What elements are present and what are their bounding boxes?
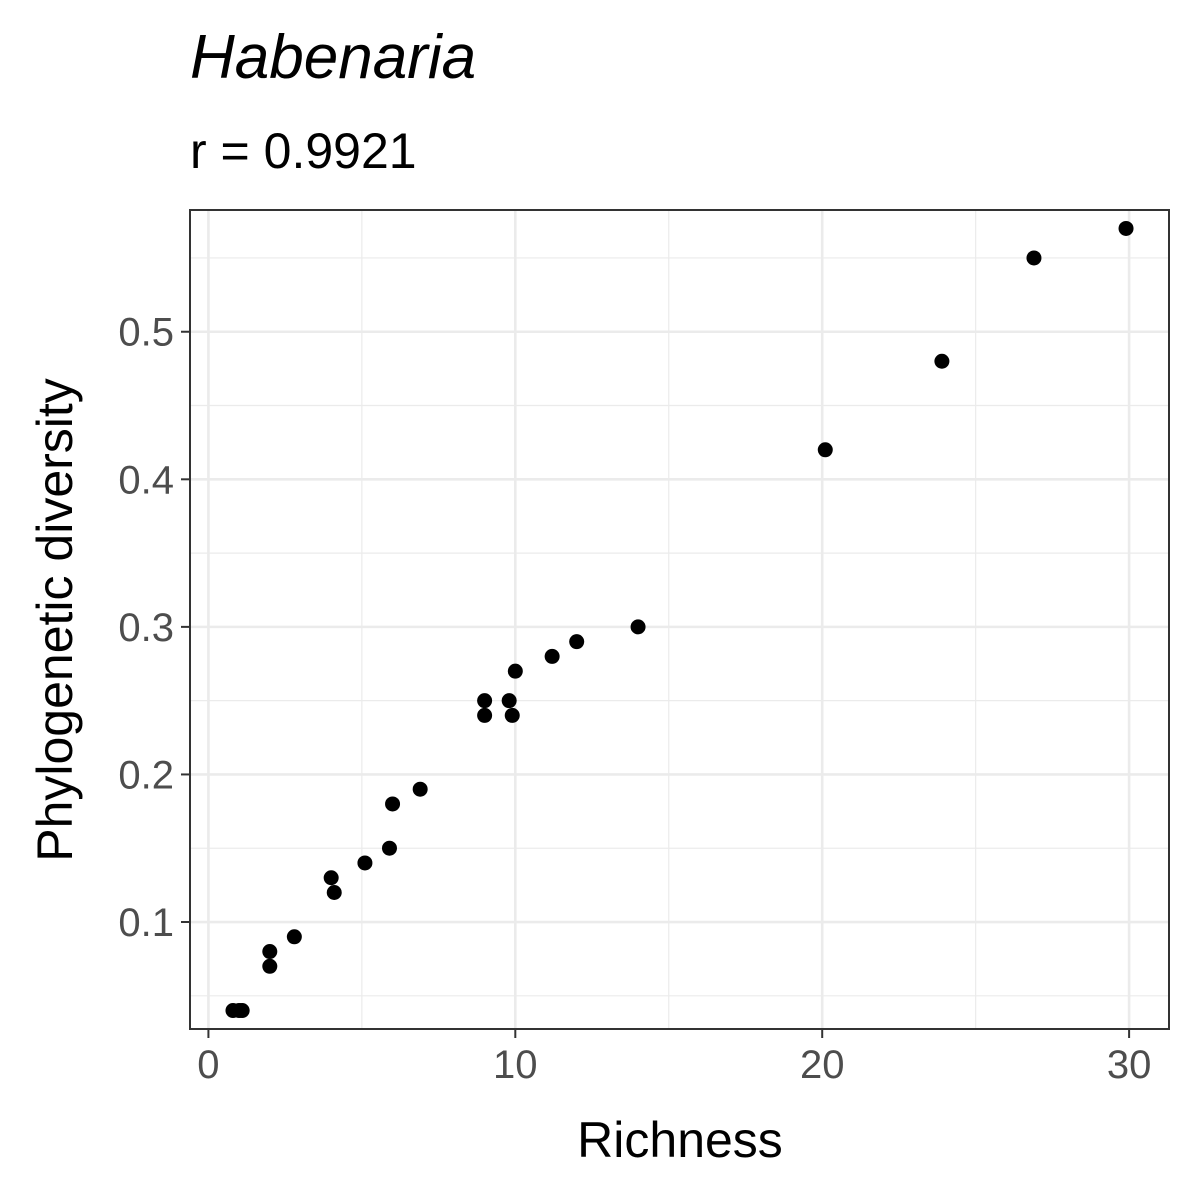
data-point — [934, 353, 950, 369]
y-axis-title: Phylogenetic diversity — [27, 378, 83, 862]
y-tick-label: 0.1 — [118, 901, 174, 945]
x-axis-title: Richness — [577, 1112, 783, 1168]
x-tick-label: 20 — [800, 1043, 845, 1087]
data-point — [544, 648, 560, 664]
x-tick-label: 10 — [493, 1043, 538, 1087]
data-point — [504, 707, 520, 723]
data-point — [323, 870, 339, 886]
chart-title: Habenaria — [190, 23, 476, 92]
data-points — [225, 220, 1134, 1019]
data-point — [817, 442, 833, 458]
data-point — [630, 619, 646, 635]
data-point — [412, 781, 428, 797]
y-axis-ticks: 0.1 0.2 0.3 0.4 0.5 — [118, 311, 190, 945]
data-point — [1026, 250, 1042, 266]
y-tick-label: 0.5 — [118, 311, 174, 355]
chart-subtitle: r = 0.9921 — [190, 123, 417, 179]
plot-panel-border — [189, 209, 1170, 1030]
data-point — [262, 958, 278, 974]
data-point — [507, 663, 523, 679]
minor-gridlines — [190, 210, 1169, 1029]
x-tick-label: 30 — [1107, 1043, 1152, 1087]
data-point — [477, 707, 493, 723]
y-tick-label: 0.2 — [118, 753, 174, 797]
data-point — [1118, 220, 1134, 236]
y-tick-label: 0.3 — [118, 606, 174, 650]
data-point — [357, 855, 373, 871]
data-point — [569, 634, 585, 650]
x-tick-label: 0 — [197, 1043, 219, 1087]
x-axis-ticks: 0 10 20 30 — [197, 1029, 1151, 1087]
data-point — [381, 840, 397, 856]
data-point — [286, 929, 302, 945]
data-point — [501, 693, 517, 709]
data-point — [477, 693, 493, 709]
major-gridlines — [190, 210, 1169, 1029]
data-point — [262, 944, 278, 960]
data-point — [326, 885, 342, 900]
data-point — [234, 1003, 250, 1019]
y-tick-label: 0.4 — [118, 458, 174, 502]
data-point — [385, 796, 401, 812]
